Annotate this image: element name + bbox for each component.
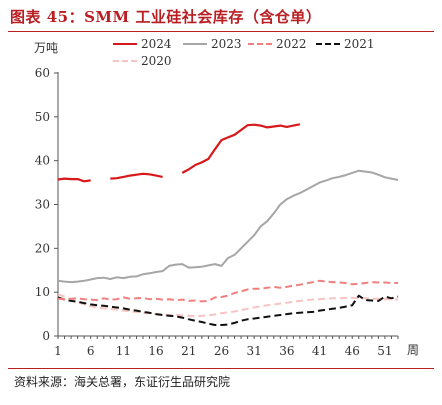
x-tick-label: 16 <box>148 344 163 358</box>
y-tick-label: 30 <box>35 198 50 212</box>
y-tick-label: 20 <box>35 241 50 255</box>
legend-label-2020: 2020 <box>141 54 172 68</box>
y-tick-label: 50 <box>35 110 50 124</box>
legend-label-2021: 2021 <box>344 37 375 51</box>
series-line-2024 <box>110 172 163 180</box>
y-axis-label: 万吨 <box>34 41 58 55</box>
x-tick-label: 41 <box>312 344 327 358</box>
y-tick-label: 60 <box>35 66 50 80</box>
x-axis-label: 周 <box>407 343 419 357</box>
series-line-2021 <box>57 294 399 326</box>
y-tick-label: 10 <box>35 285 50 299</box>
series-line-2022 <box>57 279 398 303</box>
series-line-2020 <box>57 293 399 318</box>
chart-legend: 2024 2023 2022 2021 2020 <box>113 37 375 68</box>
legend-label-2023: 2023 <box>211 37 242 51</box>
y-tick-label: 40 <box>35 154 50 168</box>
source-note: 资料来源：海关总署，东证衍生品研究院 <box>14 375 231 389</box>
y-tick-label: 0 <box>42 329 50 343</box>
x-tick-label: 1 <box>54 344 62 358</box>
title-rule <box>8 31 434 32</box>
x-tick-label: 31 <box>247 344 262 358</box>
x-tick-label: 36 <box>279 344 294 358</box>
series-line-2024 <box>181 123 301 174</box>
line-chart: 2024 2023 2022 2021 2020 万吨 周 0 10 20 30 40 50 60 1… <box>34 37 419 358</box>
x-tick-label: 46 <box>345 344 360 358</box>
series-line-2024 <box>57 177 91 183</box>
x-tick-label: 6 <box>87 344 95 358</box>
x-tick-label: 51 <box>377 344 392 358</box>
x-tick-label: 21 <box>181 344 196 358</box>
footer-rule <box>8 368 434 369</box>
figure-title: 图表 45：SMM 工业硅社会库存（含仓单） <box>10 8 322 26</box>
plot-area <box>57 123 399 326</box>
x-tick-label: 26 <box>214 344 229 358</box>
x-tick-label: 11 <box>116 344 131 358</box>
legend-label-2022: 2022 <box>276 37 307 51</box>
legend-label-2024: 2024 <box>141 37 172 51</box>
series-line-2023 <box>57 169 399 284</box>
